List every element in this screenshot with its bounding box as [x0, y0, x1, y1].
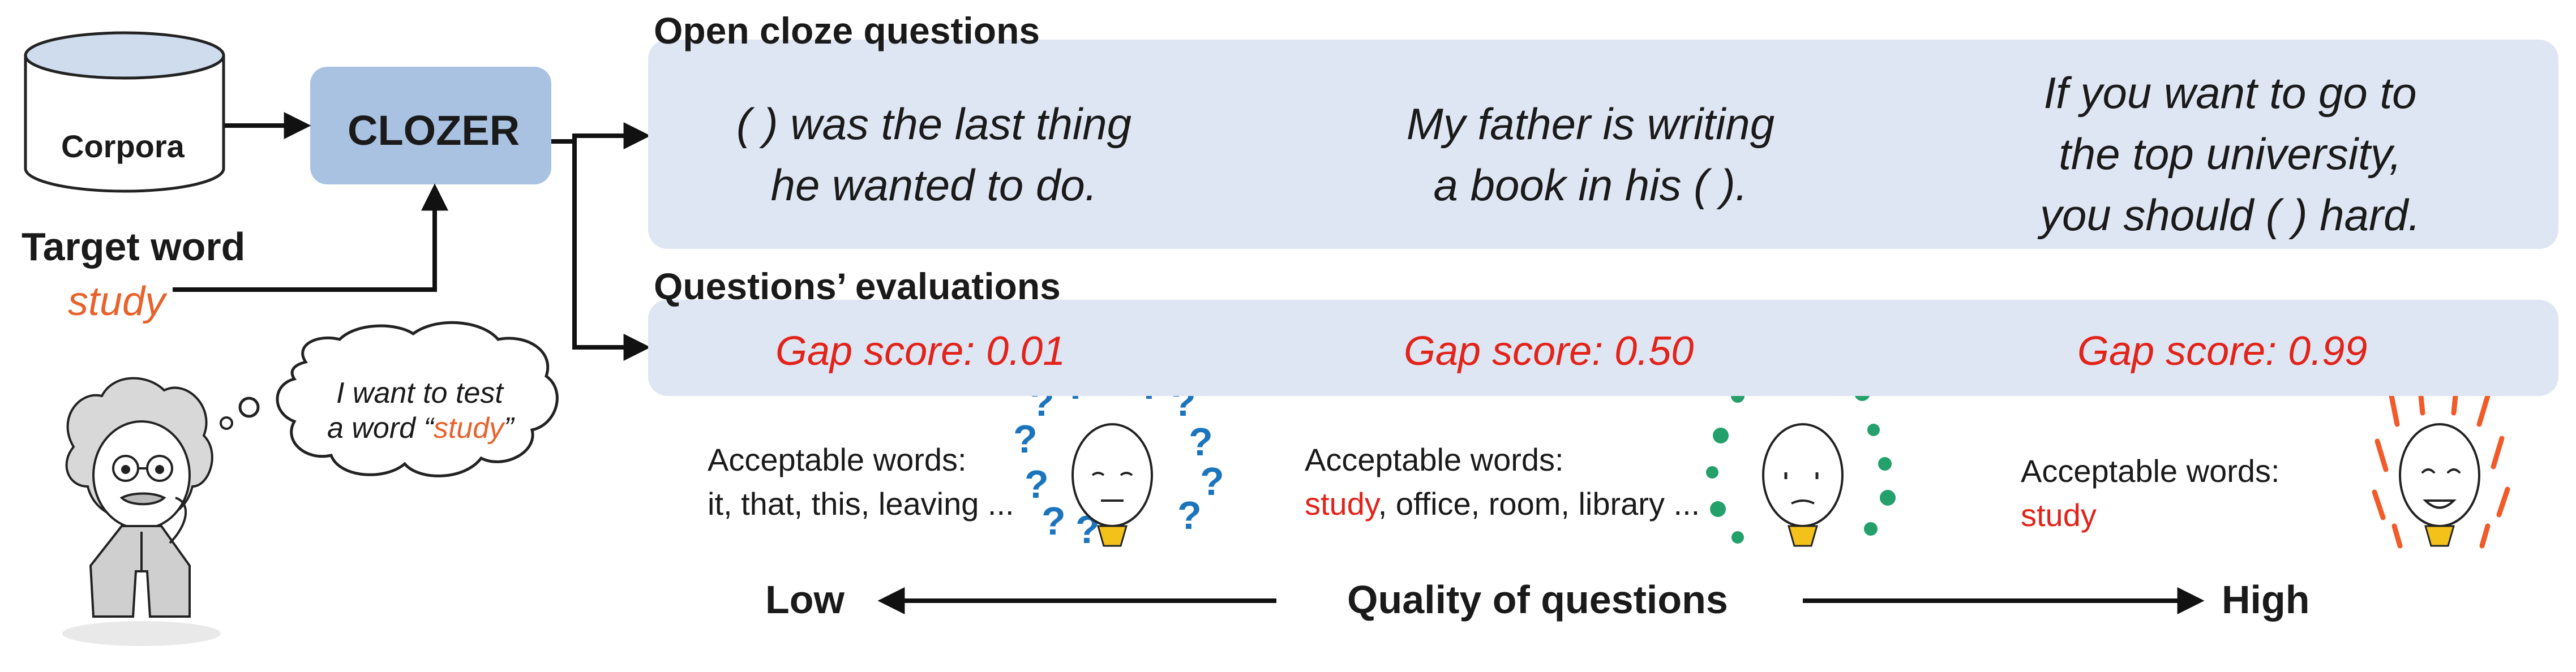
- evaluations-title: Questions’ evaluations: [654, 265, 1061, 307]
- quality-axis-label: Quality of questions: [1347, 578, 1728, 622]
- acceptable-words-label-3: Acceptable words:: [2021, 453, 2280, 489]
- open-cloze-title: Open cloze questions: [654, 10, 1040, 51]
- cloze-question-1-line2: he wanted to do.: [770, 160, 1098, 210]
- acceptable-words-label-1: Acceptable words:: [708, 442, 967, 477]
- cloze-question-3-line2: the top university,: [2059, 129, 2402, 179]
- gap-score-1: Gap score: 0.01: [775, 329, 1066, 374]
- svg-text:?: ?: [1041, 499, 1066, 543]
- acceptable-words-list-1: it, that, this, leaving ...: [708, 485, 1014, 522]
- branch-to-questions-arrow: [572, 122, 651, 149]
- exclamation-marks-icon: [2372, 382, 2510, 549]
- target-word-title: Target word: [22, 225, 246, 269]
- cloze-question-3-line1: If you want to go to: [2043, 68, 2417, 118]
- corpora-label: Corpora: [61, 128, 185, 164]
- quality-low-label: Low: [765, 578, 845, 622]
- acceptable-words-highlight-3: study: [2021, 497, 2097, 533]
- cloze-question-3-line3: you should ( ) hard.: [2039, 190, 2421, 240]
- open-cloze-panel: [648, 40, 2558, 249]
- gap-score-2: Gap score: 0.50: [1404, 329, 1694, 374]
- svg-text:?: ?: [1177, 493, 1202, 537]
- speech-bubble-line2: a word “study”: [327, 411, 513, 445]
- acceptable-words-highlight-2: study: [1305, 486, 1378, 522]
- cloze-question-1: ( ) was the last thing he wanted to do.: [662, 93, 1206, 216]
- gap-score-3: Gap score: 0.99: [2077, 329, 2368, 374]
- svg-text:?: ?: [1025, 462, 1049, 506]
- svg-text:?: ?: [1189, 420, 1213, 464]
- cloze-question-2: My father is writing a book in his ( ).: [1319, 93, 1862, 216]
- acceptable-words-list-2: study, office, room, library ...: [1305, 485, 1700, 522]
- acceptable-words-rest-2: , office, room, library ...: [1378, 486, 1700, 522]
- cloze-question-2-line2: a book in his ( ).: [1433, 160, 1748, 210]
- dots-icon: [1706, 357, 1896, 547]
- acceptable-words-list-3: study: [2021, 497, 2097, 533]
- model-label: CLOZER: [348, 107, 520, 154]
- speech-bubble-prefix: a word “: [327, 412, 434, 445]
- cloze-question-2-line1: My father is writing: [1406, 99, 1775, 149]
- svg-text:?: ?: [1013, 417, 1038, 461]
- quality-high-label: High: [2222, 578, 2310, 622]
- cloze-question-3: If you want to go to the top university,…: [1947, 62, 2513, 245]
- clozer-model-box: [310, 67, 551, 184]
- evaluations-panel: [648, 300, 2558, 396]
- branch-to-evaluations-arrow: [572, 141, 651, 361]
- acceptable-words-label-2: Acceptable words:: [1305, 442, 1564, 477]
- professor-figure-icon: [62, 377, 221, 646]
- target-word-to-clozer-arrow: [173, 183, 448, 292]
- target-word-value: study: [68, 279, 166, 324]
- svg-text:?: ?: [1200, 459, 1224, 503]
- speech-bubble-line1: I want to test: [336, 377, 503, 410]
- corpora-database-icon: [24, 31, 225, 193]
- speech-bubble-word: study: [433, 412, 504, 445]
- acceptable-words-rest-1: it, that, this, leaving ...: [708, 486, 1014, 522]
- thought-bubble-icon: [220, 321, 559, 477]
- cloze-question-1-line1: ( ) was the last thing: [736, 99, 1131, 149]
- speech-bubble-suffix: ”: [504, 412, 514, 445]
